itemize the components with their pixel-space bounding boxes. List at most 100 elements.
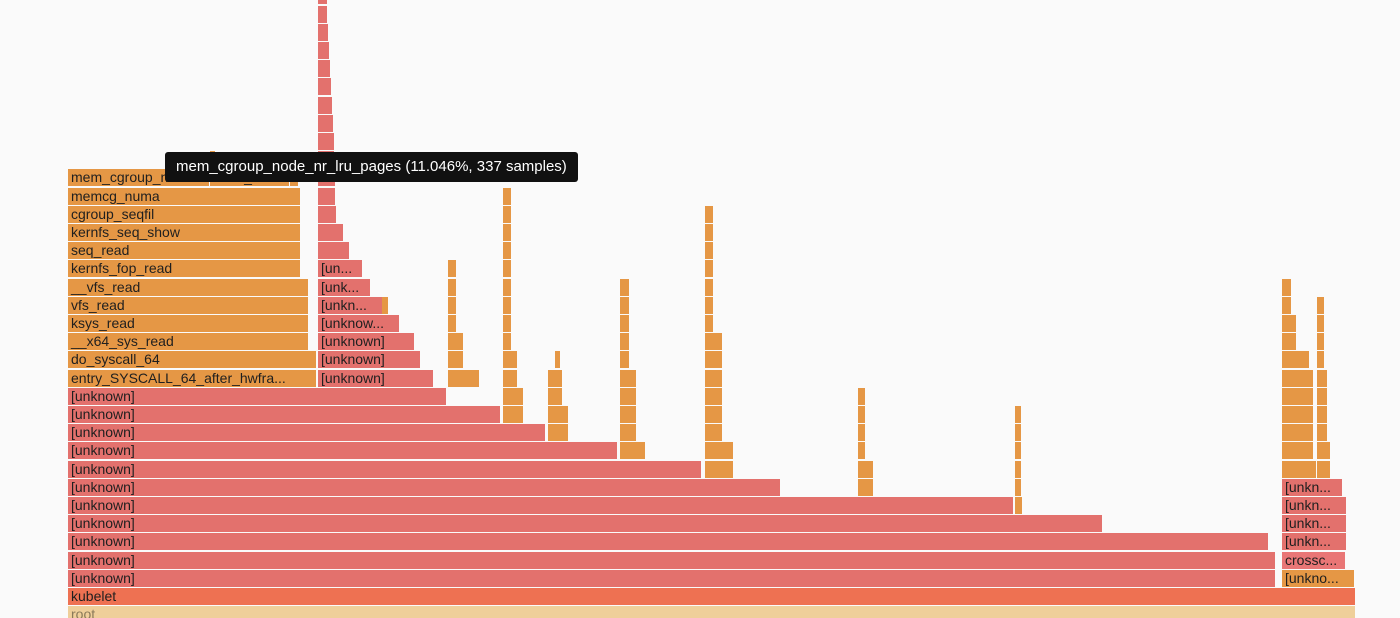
frame-seq-read[interactable]: seq_read [68,242,300,260]
frame-spike[interactable] [555,351,560,369]
frame-spike[interactable] [705,296,713,314]
frame-spike[interactable] [1317,406,1327,423]
frame-spike[interactable] [858,460,873,478]
frame-unknown-small[interactable] [318,187,335,205]
frame-crossc[interactable]: crossc... [1282,551,1345,569]
frame-spike[interactable] [548,369,562,387]
frame-unknown-right[interactable]: [unkn... [1282,533,1346,551]
frame-spike[interactable] [705,387,722,405]
frame-spike[interactable] [705,424,722,442]
frame-spike[interactable] [1282,387,1313,405]
frame-spike[interactable] [1015,497,1022,514]
frame-spike[interactable] [620,278,629,296]
frame-unknown[interactable]: [unknown] [68,551,1275,569]
frame-cgroup-seqfile[interactable]: cgroup_seqfil [68,205,300,223]
frame-unknown-right[interactable]: [unkn... [1282,478,1342,496]
frame-unknown-small[interactable] [318,0,327,5]
frame-spike[interactable] [705,333,722,351]
frame-spike[interactable] [503,260,511,278]
frame-spike[interactable] [705,278,713,296]
frame-kernfs-fop-read[interactable]: kernfs_fop_read [68,260,300,278]
frame-spike[interactable] [1015,406,1021,423]
frame-vfs-read-inner[interactable]: __vfs_read [68,278,303,296]
frame-spike[interactable] [503,224,511,241]
frame-spike[interactable] [705,351,722,369]
frame-spike[interactable] [1282,424,1313,442]
frame-root[interactable]: root [68,606,1355,618]
frame-spike[interactable] [1015,460,1021,478]
frame-unknown[interactable]: [unk... [318,278,370,296]
frame-unknown-right[interactable]: [unkno... [1282,569,1354,587]
frame-unknown[interactable]: [unknown] [68,460,701,478]
frame-unknown-small[interactable] [318,42,329,59]
frame-memcg-numa[interactable]: memcg_numa [68,187,300,205]
frame-spike[interactable] [858,442,865,460]
frame-spike[interactable] [1282,278,1291,296]
frame-spike[interactable] [503,187,511,205]
frame-spike[interactable] [448,260,456,278]
frame-spike[interactable] [858,424,865,442]
frame-x64-sys-read[interactable]: __x64_sys_read [68,333,305,351]
frame-unknown-small[interactable] [318,78,331,96]
frame-spike[interactable] [1317,424,1327,442]
frame-spike[interactable] [1317,387,1327,405]
frame-unknown[interactable]: [unknow... [318,315,399,332]
frame-spike[interactable] [705,460,733,478]
frame-unknown[interactable]: [unkn... [318,296,382,314]
frame-spike[interactable] [1015,442,1021,460]
frame-spike[interactable] [1282,460,1316,478]
frame-unknown-small[interactable] [318,242,349,260]
frame-spike[interactable] [503,205,511,223]
frame-spike[interactable] [448,369,479,387]
frame-unknown[interactable]: [unknown] [68,442,617,460]
frame-kubelet[interactable]: kubelet [68,588,1355,605]
frame-spike[interactable] [1317,351,1324,369]
frame-unknown[interactable]: [unknown] [318,369,433,387]
frame-spike[interactable] [705,242,713,260]
frame-spike[interactable] [620,424,636,442]
frame-small[interactable] [303,278,308,296]
frame-spike[interactable] [448,296,456,314]
frame-spike[interactable] [1282,442,1313,460]
frame-entry-syscall[interactable]: entry_SYSCALL_64_after_hwfra... [68,369,316,387]
frame-unknown-small[interactable] [318,224,343,241]
frame-spike[interactable] [503,351,517,369]
frame-spike[interactable] [705,205,713,223]
frame-spike[interactable] [1317,296,1324,314]
frame-unknown-small[interactable] [318,5,327,23]
frame-spike[interactable] [448,278,456,296]
frame-ksys-read[interactable]: ksys_read [68,315,305,332]
frame-spike[interactable] [1282,369,1313,387]
frame-spike[interactable] [1317,442,1330,460]
frame-spike[interactable] [503,315,511,332]
frame-spike[interactable] [503,333,511,351]
frame-unknown[interactable]: [unknown] [68,406,500,423]
frame-unknown[interactable]: [unknown] [68,387,446,405]
frame-spike[interactable] [448,351,463,369]
frame-unknown[interactable]: [unknown] [68,515,1102,533]
frame-unknown[interactable]: [unknown] [318,351,420,369]
frame-spike[interactable] [548,387,562,405]
frame-unknown[interactable]: [unknown] [68,424,545,442]
frame-small[interactable] [382,296,388,314]
frame-unknown[interactable]: [un... [318,260,362,278]
frame-spike[interactable] [1282,333,1296,351]
frame-spike[interactable] [503,387,523,405]
frame-unknown-small[interactable] [318,114,333,132]
frame-spike[interactable] [620,351,629,369]
frame-spike[interactable] [705,315,713,332]
frame-spike[interactable] [503,242,511,260]
frame-spike[interactable] [503,296,511,314]
frame-spike[interactable] [620,369,636,387]
frame-spike[interactable] [1282,406,1313,423]
frame-spike[interactable] [620,296,629,314]
frame-vfs-read[interactable]: vfs_read [68,296,303,314]
frame-small[interactable] [303,315,308,332]
frame-spike[interactable] [1282,351,1309,369]
frame-spike[interactable] [705,369,722,387]
frame-unknown[interactable]: [unknown] [68,533,1268,551]
frame-unknown-small[interactable] [318,23,328,41]
frame-spike[interactable] [1282,296,1291,314]
frame-spike[interactable] [503,369,517,387]
frame-spike[interactable] [548,406,568,423]
